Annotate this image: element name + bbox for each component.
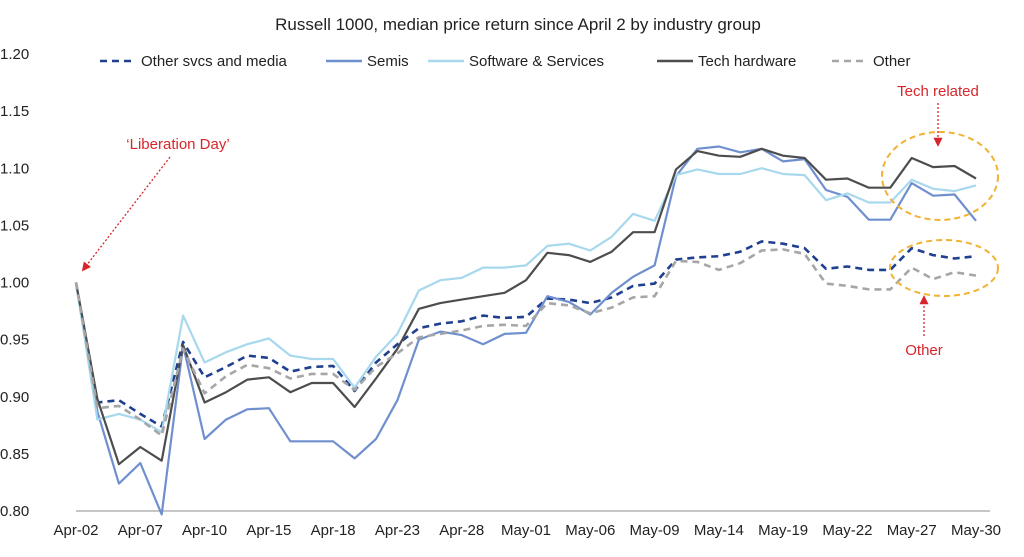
liberation-day-annotation: ‘Liberation Day’ bbox=[126, 136, 229, 153]
y-axis-tick-labels: 0.80 0.85 0.90 0.95 1.00 1.05 1.10 1.15 1.20 bbox=[0, 46, 29, 520]
x-tick-label: Apr-10 bbox=[182, 522, 227, 539]
y-tick-label: 1.00 bbox=[0, 275, 29, 292]
x-tick-label: May-30 bbox=[951, 522, 1001, 539]
liberation-day-arrow bbox=[81, 156, 171, 272]
legend-label-semis: Semis bbox=[367, 53, 409, 70]
y-tick-label: 0.85 bbox=[0, 446, 29, 463]
series-line-semis bbox=[74, 145, 977, 516]
series-lines bbox=[74, 145, 977, 516]
other-annotation: Other bbox=[905, 342, 943, 359]
x-tick-label: May-19 bbox=[758, 522, 808, 539]
other-highlight-ellipse bbox=[889, 239, 999, 297]
legend-label-tech-hardware: Tech hardware bbox=[698, 53, 796, 70]
y-tick-label: 0.90 bbox=[0, 389, 29, 406]
legend-label-other-svcs-and-media: Other svcs and media bbox=[141, 53, 288, 70]
x-tick-label: Apr-02 bbox=[53, 522, 98, 539]
tech-related-annotation: Tech related bbox=[897, 83, 979, 100]
x-tick-label: May-14 bbox=[694, 522, 744, 539]
y-tick-label: 1.15 bbox=[0, 103, 29, 120]
series-line-other-svcs-and-media bbox=[74, 240, 977, 428]
x-tick-label: May-01 bbox=[501, 522, 551, 539]
x-tick-label: Apr-18 bbox=[311, 522, 356, 539]
y-tick-label: 0.95 bbox=[0, 332, 29, 349]
chart-title: Russell 1000, median price return since … bbox=[275, 15, 761, 34]
legend-label-software-and-services: Software & Services bbox=[469, 53, 604, 70]
tech-related-highlight-ellipse bbox=[881, 131, 999, 221]
y-tick-label: 1.10 bbox=[0, 160, 29, 177]
x-tick-label: Apr-07 bbox=[118, 522, 163, 539]
y-tick-label: 1.20 bbox=[0, 46, 29, 63]
y-tick-label: 0.80 bbox=[0, 503, 29, 520]
x-tick-label: Apr-28 bbox=[439, 522, 484, 539]
x-tick-label: May-06 bbox=[565, 522, 615, 539]
chart-legend: Other svcs and media Semis Software & Serv… bbox=[100, 53, 911, 70]
legend-label-other: Other bbox=[873, 53, 911, 70]
x-tick-label: May-27 bbox=[887, 522, 937, 539]
x-tick-label: May-22 bbox=[822, 522, 872, 539]
x-tick-label: Apr-23 bbox=[375, 522, 420, 539]
x-tick-label: May-09 bbox=[630, 522, 680, 539]
x-tick-label: Apr-15 bbox=[246, 522, 291, 539]
series-line-other bbox=[74, 248, 977, 437]
x-axis-tick-labels: Apr-02 Apr-07 Apr-10 Apr-15 Apr-18 Apr-23 Apr-… bbox=[53, 522, 1001, 539]
series-line-software-and-services bbox=[74, 167, 977, 434]
series-line-tech-hardware bbox=[74, 147, 977, 466]
y-tick-label: 1.05 bbox=[0, 217, 29, 234]
